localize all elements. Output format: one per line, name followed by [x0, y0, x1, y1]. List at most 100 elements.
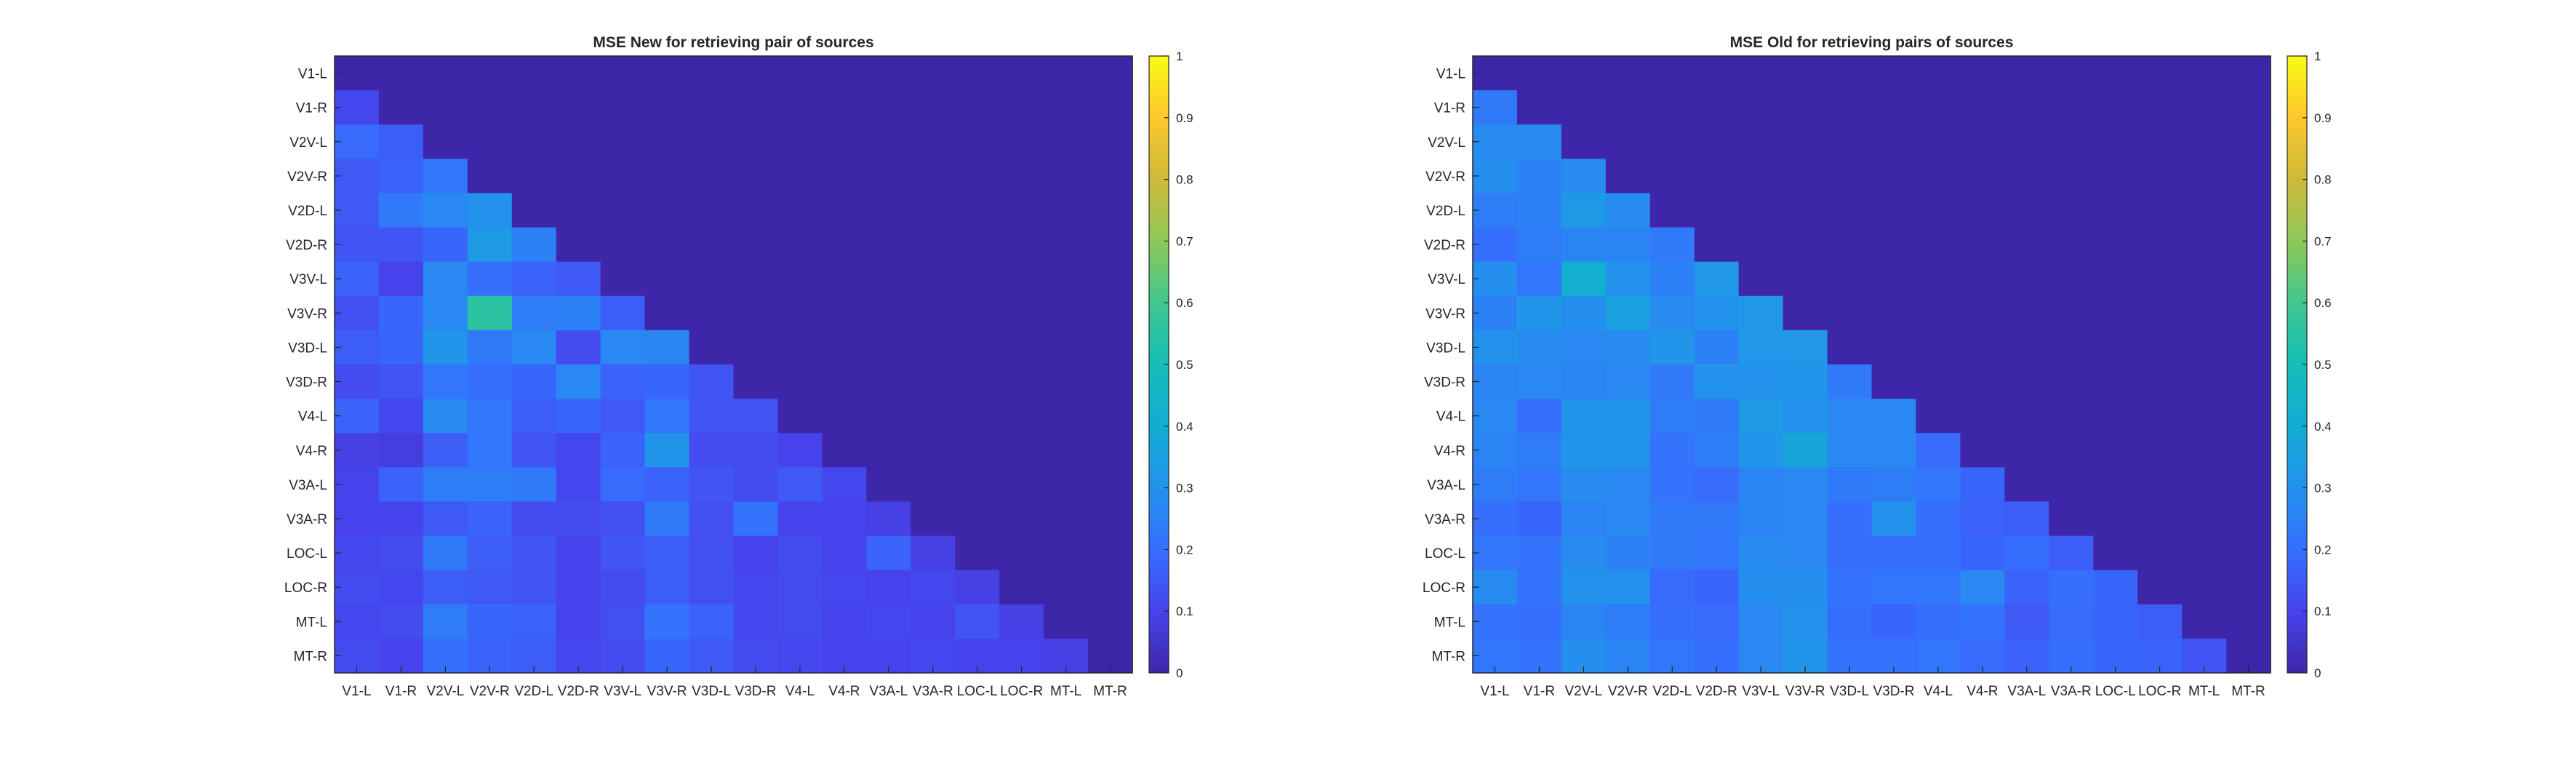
x-tick-label: LOC-L [957, 684, 998, 699]
colorbar-tick-label: 0 [1176, 666, 1183, 680]
y-tick-label: V3D-L [288, 340, 327, 356]
heatmap-cell [1738, 227, 1784, 263]
heatmap-cell [1649, 261, 1695, 297]
heatmap-cell [2226, 193, 2271, 228]
heatmap-cell [511, 124, 557, 159]
x-tick-label: V1-L [342, 684, 371, 699]
heatmap-cell [1473, 604, 1518, 639]
heatmap-cell [866, 295, 911, 331]
y-tick-label: V4-L [298, 410, 327, 425]
heatmap-cell [1738, 467, 1784, 503]
x-tick-label: V3V-L [1742, 684, 1780, 699]
heatmap-cell [1649, 570, 1695, 605]
heatmap-cell [911, 570, 956, 605]
heatmap-cell [1738, 56, 1784, 91]
heatmap-cell [644, 124, 690, 159]
heatmap-cell [423, 433, 468, 468]
heatmap-cell [1088, 56, 1133, 91]
heatmap-cell [2049, 159, 2094, 194]
x-tick-label: V3D-L [692, 684, 731, 699]
heatmap-cell [2049, 261, 2094, 297]
heatmap-cell [1694, 261, 1740, 297]
heatmap-cell [1605, 570, 1651, 605]
heatmap-cell [689, 467, 735, 503]
heatmap-cell [1605, 535, 1651, 571]
heatmap-cell [955, 467, 1000, 503]
heatmap-cell [777, 261, 823, 297]
heatmap-cell [999, 604, 1044, 639]
heatmap-cell [1649, 399, 1695, 434]
y-tick-label: V3V-L [289, 272, 327, 287]
heatmap-cell [777, 467, 823, 503]
heatmap-cell [2182, 193, 2227, 228]
heatmap-cell [2093, 330, 2138, 365]
heatmap-cell [2049, 501, 2094, 537]
heatmap-cell [1738, 261, 1784, 297]
heatmap-cell [822, 570, 867, 605]
heatmap-cell [1694, 535, 1740, 571]
heatmap-cell [644, 330, 690, 365]
heatmap-cell [1473, 56, 1518, 91]
heatmap-cell [733, 56, 779, 91]
heatmap-cell [1649, 124, 1695, 159]
heatmap-cell [1738, 535, 1784, 571]
y-tick-label: LOC-L [287, 546, 327, 562]
heatmap-cell [1738, 90, 1784, 125]
y-tick-label: V2D-L [288, 204, 327, 219]
heatmap-cell [467, 535, 513, 571]
heatmap-cell [2049, 433, 2094, 468]
heatmap-cell [999, 295, 1044, 331]
heatmap-cell [335, 56, 380, 91]
heatmap-cell [1561, 501, 1607, 537]
heatmap-cell [423, 261, 468, 297]
heatmap-cell [1783, 159, 1828, 194]
heatmap-cell [1044, 467, 1089, 503]
heatmap-cell [1827, 399, 1873, 434]
heatmap-cell [1516, 330, 1562, 365]
heatmap-cell [1605, 261, 1651, 297]
heatmap-cell [689, 159, 735, 194]
heatmap-cell [2049, 124, 2094, 159]
heatmap-cell [1605, 295, 1651, 331]
heatmap-cell [999, 56, 1044, 91]
heatmap-cell [2226, 330, 2271, 365]
heatmap-cell [2137, 56, 2183, 91]
heatmap-cell [423, 604, 468, 639]
heatmap-cell [1649, 90, 1695, 125]
heatmap-cell [1516, 570, 1562, 605]
heatmap-cell [423, 399, 468, 434]
heatmap-cell [1916, 570, 1961, 605]
heatmap-cell [378, 295, 424, 331]
heatmap-cell [1738, 501, 1784, 537]
colorbar-tick-label: 0.1 [1176, 605, 1193, 618]
x-tick-label: V3A-R [913, 684, 953, 699]
heatmap-cell [1783, 227, 1828, 263]
heatmap-cell [1561, 433, 1607, 468]
heatmap-cell [600, 124, 646, 159]
heatmap-cell [644, 227, 690, 263]
heatmap-cell [822, 330, 867, 365]
heatmap-cell [866, 399, 911, 434]
heatmap-cell [2137, 570, 2183, 605]
heatmap-cell [866, 501, 911, 537]
heatmap-cell [1561, 604, 1607, 639]
heatmap-cell [2137, 159, 2183, 194]
y-tick-label: V3V-L [1428, 272, 1465, 287]
heatmap-cell [2004, 330, 2049, 365]
heatmap-cell [467, 467, 513, 503]
heatmap-cell [335, 364, 380, 399]
heatmap-cell [511, 159, 557, 194]
heatmap-cell [335, 330, 380, 365]
heatmap-cell [1044, 193, 1089, 228]
x-tick-label: V3V-R [1785, 684, 1825, 699]
heatmap-cell [999, 501, 1044, 537]
colorbar-tick-label: 0.7 [1176, 234, 1193, 248]
heatmap-cell [556, 56, 601, 91]
heatmap-cell [556, 399, 601, 434]
heatmap-cell [1871, 90, 1917, 125]
heatmap-cell [1473, 467, 1518, 503]
heatmap-cell [1088, 261, 1133, 297]
heatmap-cell [1516, 227, 1562, 263]
heatmap-cell [689, 535, 735, 571]
heatmap-cell [2093, 295, 2138, 331]
